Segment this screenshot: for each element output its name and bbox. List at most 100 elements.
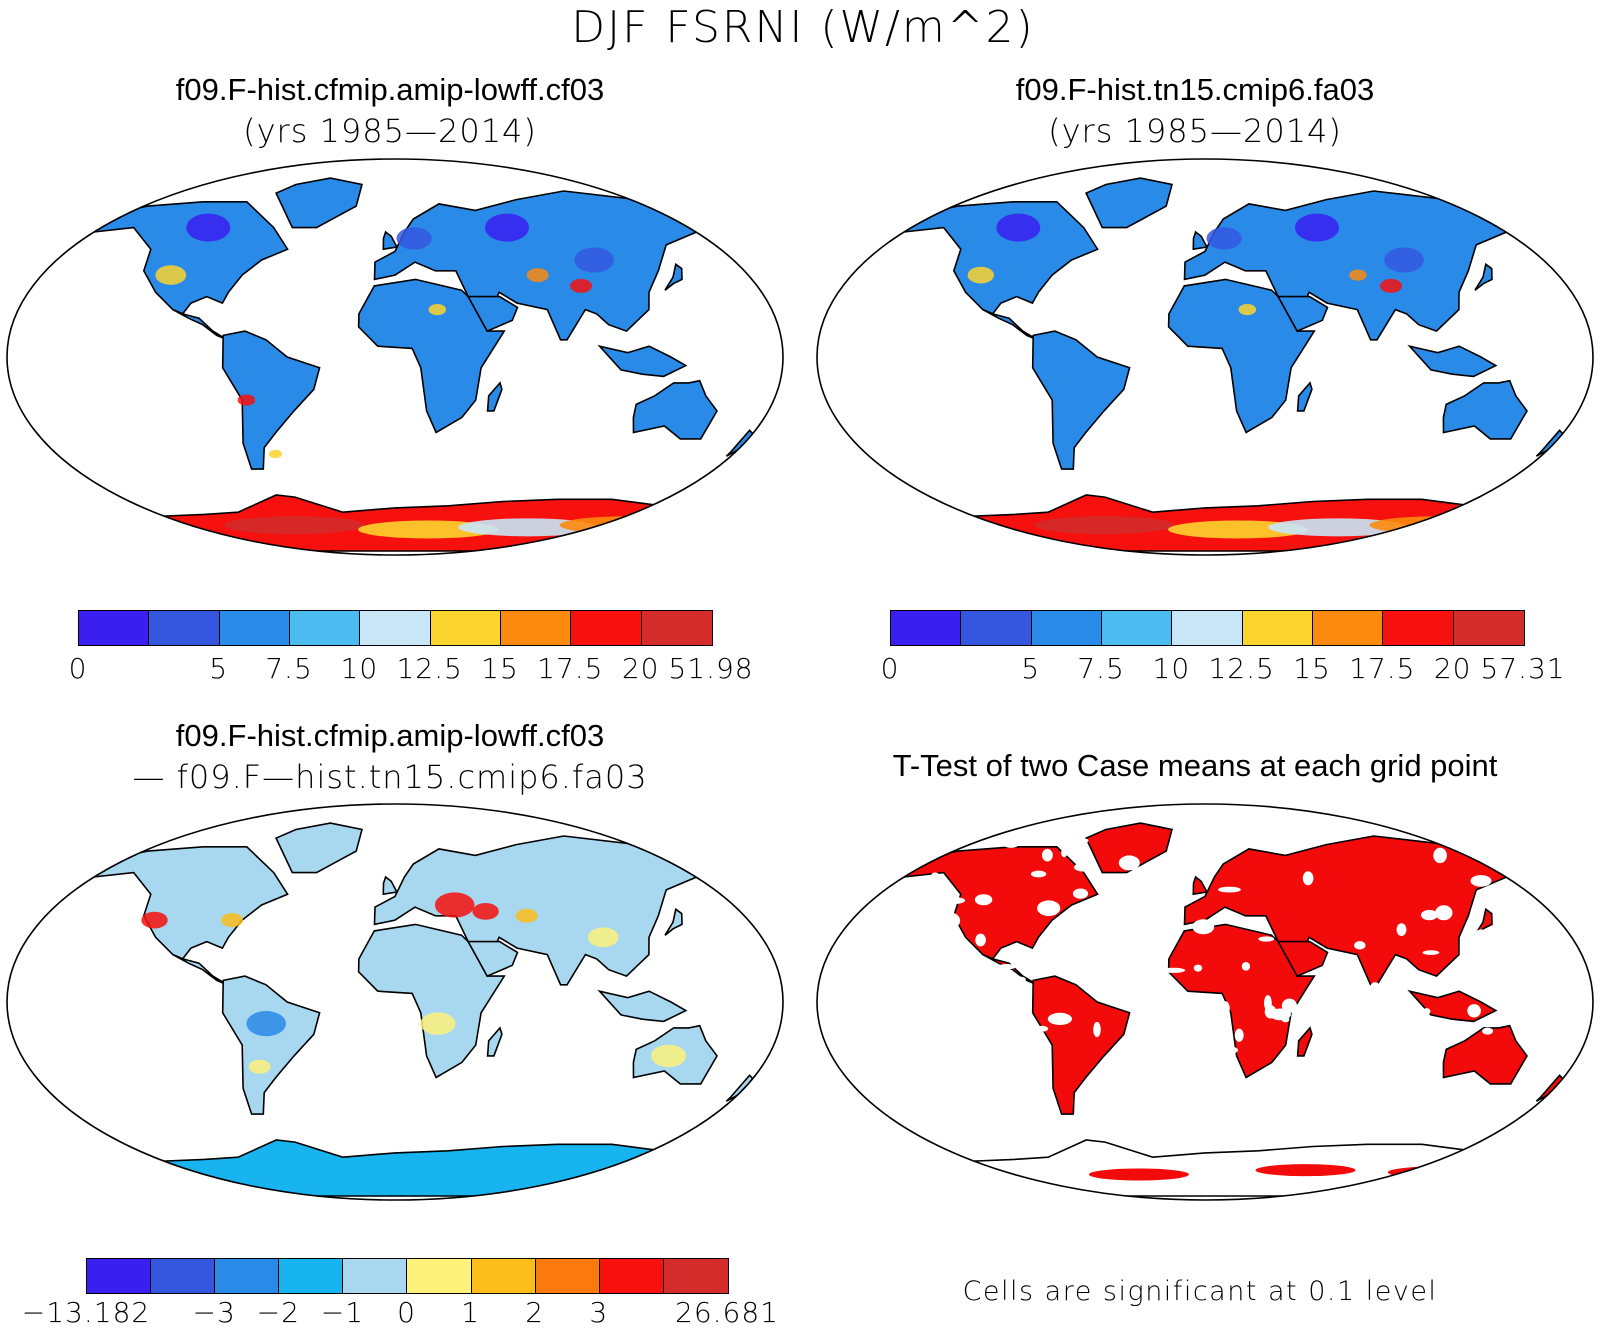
nonsignificant-cell [981,1122,1005,1139]
nonsignificant-cell [1192,919,1215,935]
field-anomaly-patch [221,913,243,928]
nonsignificant-cell [1304,1083,1325,1090]
colorbar-tick-label: 12.5 [396,652,463,685]
nonsignificant-cell [1221,1001,1230,1017]
map-ttest [816,803,1594,1201]
nonsignificant-cell [1118,855,1140,871]
field-anomaly-patch [967,266,994,284]
nonsignificant-cell [1474,929,1488,943]
map-boundary [816,803,1594,1201]
nonsignificant-cell [1264,995,1272,1011]
nonsignificant-cell [847,1038,867,1044]
nonsignificant-cell [1495,944,1518,958]
landmass-indonesia [1407,344,1498,378]
map-case2 [816,158,1594,556]
field-anomaly-patch [268,449,283,459]
nonsignificant-cell [871,1021,885,1037]
nonsignificant-cell [1035,1025,1049,1032]
field-anomaly-patch [587,927,619,948]
nonsignificant-cell [1039,954,1048,968]
nonsignificant-cell [1091,1117,1100,1130]
landmass-japan [664,262,683,291]
landmass-southAmerica [221,330,321,470]
colorbar-tick-label: 0 [880,652,900,685]
panel-subtitle-difference: — f09.F—hist.tn15.cmip6.fa03 [132,758,648,796]
nonsignificant-cell [1165,908,1178,924]
landmass-northAmerica [902,846,1099,960]
colorbar-swatch [149,611,220,645]
nonsignificant-cell [1467,1004,1481,1018]
colorbar-tick-label: 7.5 [265,652,313,685]
field-anomaly-patch [526,268,549,283]
nonsignificant-cell [1128,1044,1135,1054]
nonsignificant-cell [1486,962,1495,969]
colorbar-swatch [641,611,712,645]
figure-title: DJF FSRNI (W/m^2) [571,2,1035,53]
landmass-southAmerica [1031,975,1131,1115]
field-anomaly-patch [1349,269,1367,281]
nonsignificant-cell [1241,962,1251,971]
nonsignificant-cell [1152,1104,1178,1115]
nonsignificant-cell [1093,1021,1101,1038]
nonsignificant-cell [1433,847,1447,864]
nonsignificant-cell [1260,1083,1281,1096]
colorbar-case2 [890,610,1525,646]
colorbar-swatch [1031,611,1102,645]
nonsignificant-cell [880,1051,897,1062]
colorbar-tick-label: 1 [461,1296,481,1329]
colorbar-swatch [571,611,642,645]
landmass-antarctica [78,1139,711,1197]
nonsignificant-cell [1159,976,1168,992]
nonsignificant-cell [1026,1059,1048,1066]
landmass-madagascar [1296,1026,1313,1057]
nonsignificant-cell [1301,1105,1318,1113]
nonsignificant-cell [913,1085,922,1094]
nonsignificant-cell [910,983,925,991]
colorbar-swatch [289,611,361,645]
colorbar-swatch [1383,611,1454,645]
nonsignificant-cell [1090,943,1099,953]
field-anomaly-patch [396,227,432,250]
landmass-arabia [1276,940,1329,978]
colorbar-tick-label: 17.5 [1349,652,1416,685]
nonsignificant-cell [1074,862,1093,872]
field-anomaly-patch [246,1011,286,1037]
nonsignificant-cell [1302,871,1314,886]
field-anomaly-patch [472,903,499,920]
field-anomaly-patch [1034,516,1175,535]
panel-title-case1: f09.F-hist.cfmip.amip-lowff.cf03 [175,72,605,107]
landmass-japan [1474,907,1493,936]
nonsignificant-cell [985,1118,994,1123]
nonsignificant-cell [1422,1008,1431,1015]
nonsignificant-cell [980,975,993,980]
landmass-greenland [275,177,363,229]
nonsignificant-cell [1234,1028,1244,1042]
colorbar-tick-label: 5 [209,652,229,685]
landmass-centralAmerica [982,308,1038,341]
colorbar-tick-label: 26.681 [675,1296,779,1329]
colorbar-ticks-difference: −13.182 −3 −2 −1 0 1 2 3 26.681 [22,1296,778,1332]
landmass-uk [382,875,399,896]
field-anomaly-patch [1238,304,1257,316]
nonsignificant-cell [1281,1016,1290,1023]
landmass-northAmerica [92,846,289,960]
nonsignificant-cell [1030,870,1047,878]
landmass-madagascar [486,1026,503,1057]
colorbar-swatch [79,611,150,645]
nonsignificant-cell [1305,1010,1327,1025]
colorbar-swatch [663,1259,728,1293]
landmass-africa [357,278,506,434]
colorbar-tick-label: 15 [481,652,519,685]
nonsignificant-cell [1061,848,1068,858]
nonsignificant-cell [1042,848,1053,862]
nonsignificant-cell [1194,995,1219,1009]
landmass-northAmerica [902,201,1099,315]
landmass-greenland [275,822,363,874]
colorbar-swatch [1101,611,1173,645]
nonsignificant-cell [1470,875,1492,887]
nonsignificant-cell [1047,1012,1072,1025]
nonsignificant-cell [974,894,993,906]
colorbar-tick-label: 10 [340,652,379,685]
landmass-madagascar [1296,381,1313,412]
nonsignificant-cell [1225,1046,1238,1054]
